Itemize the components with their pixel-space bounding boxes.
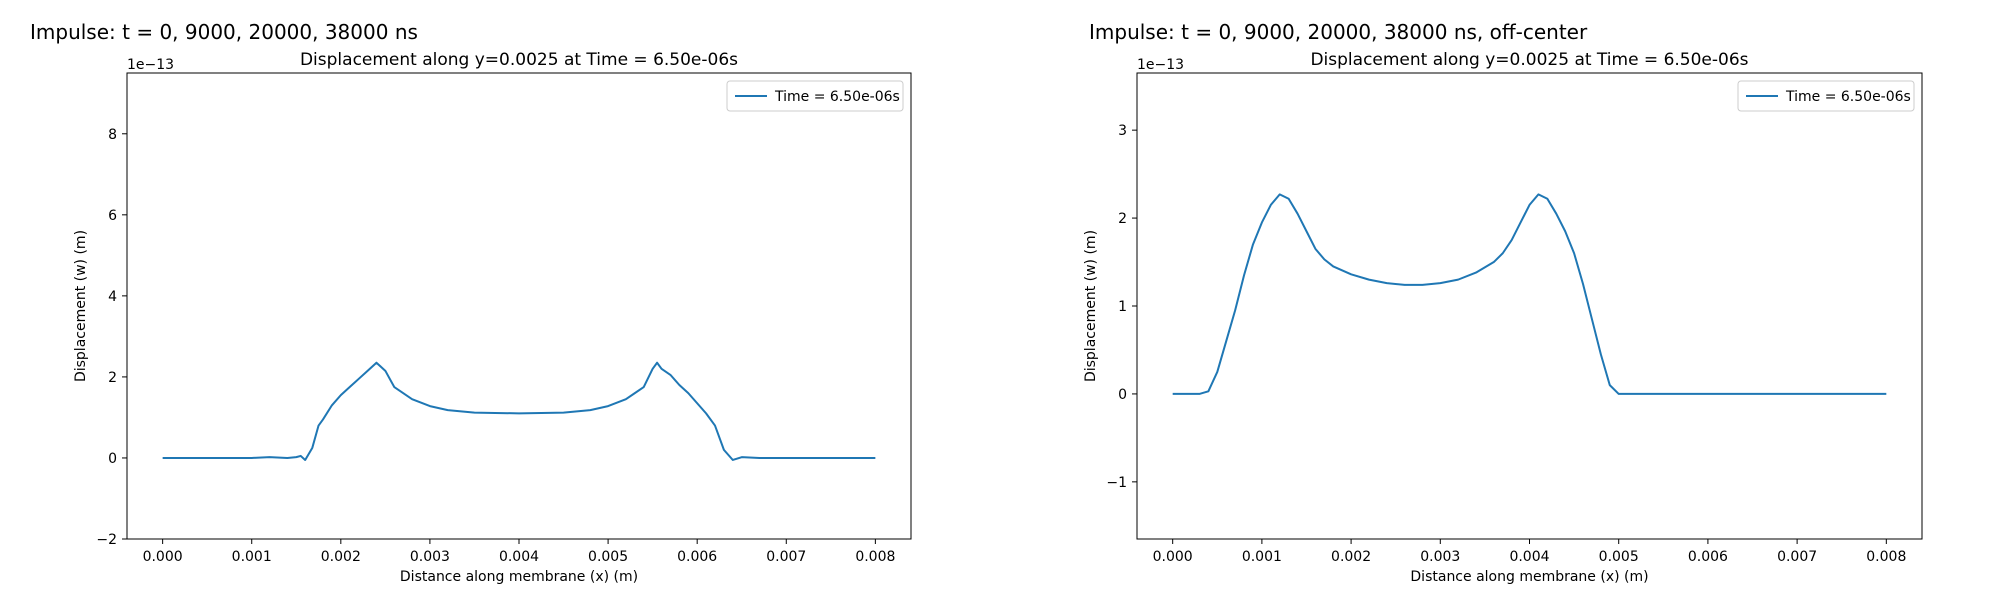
x-tick-label: 0.001 xyxy=(1242,549,1282,565)
x-tick-label: 0.005 xyxy=(1599,549,1639,565)
x-tick-label: 0.004 xyxy=(499,549,539,565)
chart-title: Displacement along y=0.0025 at Time = 6.… xyxy=(300,50,738,70)
y-axis-label: Displacement (w) (m) xyxy=(73,230,89,382)
legend-box xyxy=(726,80,904,112)
x-tick-label: 0.008 xyxy=(1866,549,1906,565)
x-axis-label: Distance along membrane (x) (m) xyxy=(1410,569,1648,585)
y-tick-label: 0 xyxy=(108,451,117,467)
x-tick-label: 0.003 xyxy=(1420,549,1460,565)
x-tick-label: 0.002 xyxy=(1331,549,1371,565)
x-tick-label: 0.006 xyxy=(677,549,717,565)
plot-frame xyxy=(1136,72,1923,540)
x-tick-label: 0.003 xyxy=(410,549,450,565)
y-tick-label: 2 xyxy=(108,370,117,386)
y-tick-label: 1 xyxy=(1118,299,1127,315)
plot-frame xyxy=(126,72,912,540)
y-tick-label: 4 xyxy=(108,289,117,305)
y-tick-label: 6 xyxy=(108,208,117,224)
y-axis-label: Displacement (w) (m) xyxy=(1083,230,1099,382)
y-tick-label: 3 xyxy=(1118,123,1127,139)
legend-label: Time = 6.50e-06s xyxy=(1785,89,1911,105)
y-offset-label: 1e−13 xyxy=(1137,57,1184,73)
series-line-0 xyxy=(162,361,876,461)
y-tick-label: −2 xyxy=(96,532,117,548)
x-tick-label: 0.004 xyxy=(1509,549,1549,565)
y-tick-label: −1 xyxy=(1106,475,1127,491)
x-axis-label: Distance along membrane (x) (m) xyxy=(400,569,638,585)
x-tick-label: 0.005 xyxy=(588,549,628,565)
x-tick-label: 0.006 xyxy=(1688,549,1728,565)
x-tick-label: 0.007 xyxy=(1777,549,1817,565)
y-tick-label: 0 xyxy=(1118,387,1127,403)
series-line-0 xyxy=(1172,193,1887,395)
x-tick-label: 0.000 xyxy=(143,549,183,565)
legend-box xyxy=(1737,80,1915,112)
x-tick-label: 0.002 xyxy=(321,549,361,565)
legend-label: Time = 6.50e-06s xyxy=(774,89,900,105)
y-tick-label: 2 xyxy=(1118,211,1127,227)
x-tick-label: 0.001 xyxy=(232,549,272,565)
y-offset-label: 1e−13 xyxy=(127,57,174,73)
panel-heading-right: Impulse: t = 0, 9000, 20000, 38000 ns, o… xyxy=(1089,20,1588,44)
x-tick-label: 0.000 xyxy=(1153,549,1193,565)
y-tick-label: 8 xyxy=(108,127,117,143)
panel-heading-left: Impulse: t = 0, 9000, 20000, 38000 ns xyxy=(30,20,418,44)
x-tick-label: 0.008 xyxy=(855,549,895,565)
chart-title: Displacement along y=0.0025 at Time = 6.… xyxy=(1310,50,1748,70)
x-tick-label: 0.007 xyxy=(766,549,806,565)
